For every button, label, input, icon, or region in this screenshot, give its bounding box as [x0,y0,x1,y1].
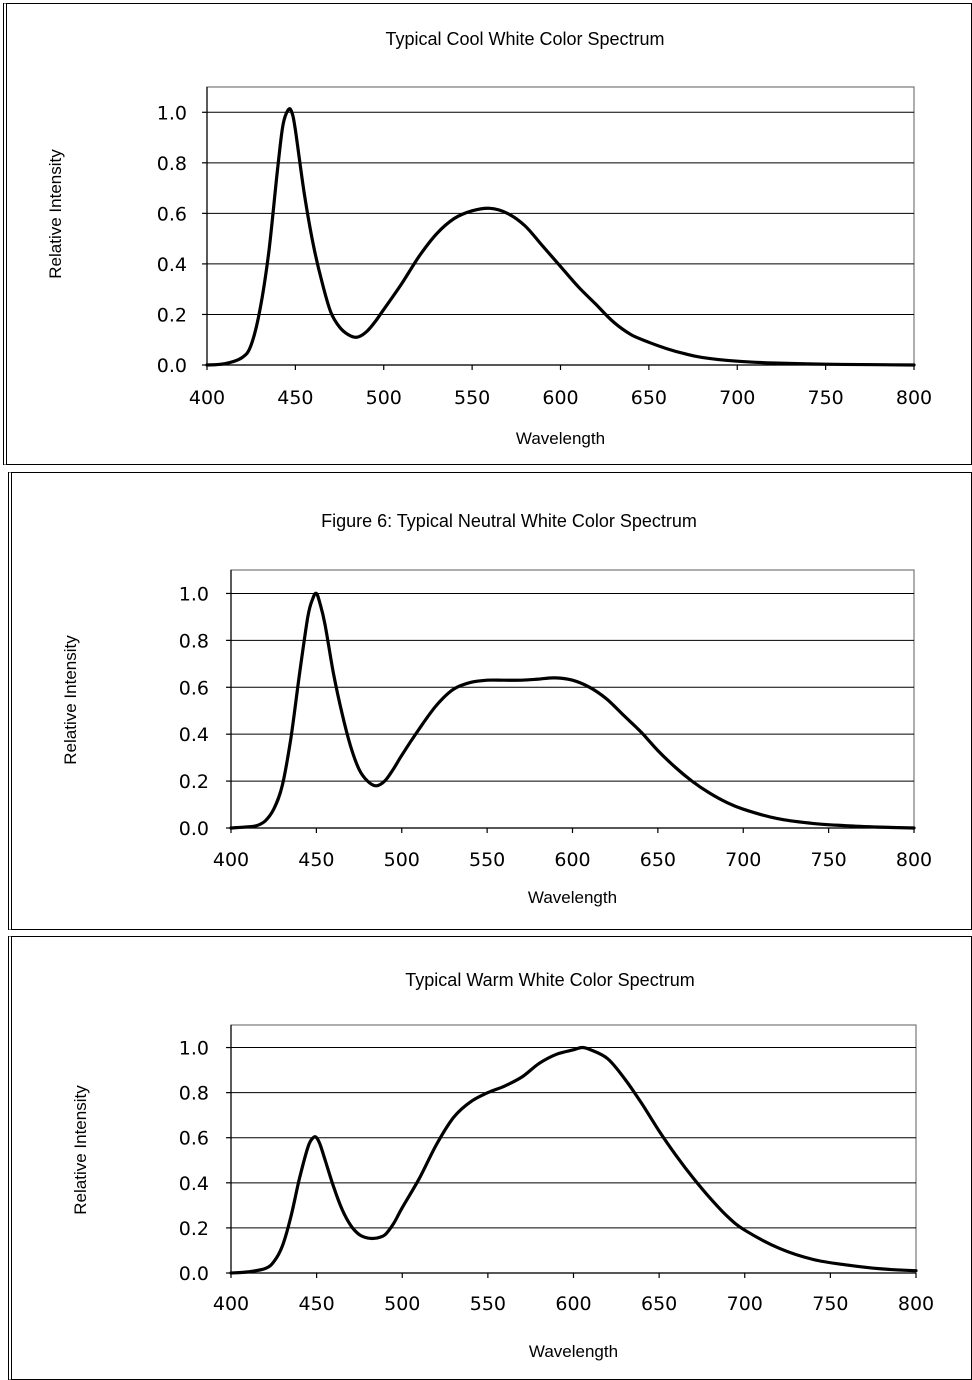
x-axis-label: Wavelength [529,1342,618,1361]
x-tick-label: 400 [213,849,249,871]
x-tick-label: 450 [277,387,313,409]
y-tick-label: 0.4 [179,724,209,746]
y-tick-label: 0.2 [179,771,209,793]
y-tick-label: 0.2 [157,304,187,326]
x-tick-label: 500 [384,1293,420,1315]
y-axis-label: Relative Intensity [71,1085,90,1215]
x-tick-label: 650 [641,1293,677,1315]
x-tick-label: 600 [542,387,578,409]
x-tick-label: 700 [719,387,755,409]
x-tick-label: 700 [725,849,761,871]
x-tick-label: 550 [469,849,505,871]
x-tick-label: 550 [470,1293,506,1315]
plot-area [230,569,915,829]
plot-area [206,86,915,366]
y-tick-label: 0.8 [179,1083,209,1105]
y-tick-label: 0.8 [157,153,187,175]
x-tick-label: 650 [631,387,667,409]
x-tick-label: 800 [896,387,932,409]
chart-panel-cool-white: Typical Cool White Color Spectrum 0.0 0.2 0… [3,3,972,465]
x-tick-label: 400 [213,1293,249,1315]
spectrum-line [229,1045,918,1275]
chart-neutral-white: Figure 6: Typical Neutral White Color Sp… [61,511,932,907]
chart-cool-white: Typical Cool White Color Spectrum 0.0 0.2 0… [46,29,932,448]
chart-warm-white: Typical Warm White Color Spectrum 0.0 0.2 0… [71,970,934,1361]
y-tick-label: 0.0 [157,355,187,377]
x-tick-label: 750 [810,849,846,871]
x-tick-label: 500 [384,849,420,871]
y-tick-label: 0.0 [179,818,209,840]
y-tick-label: 1.0 [157,102,187,124]
x-tick-label: 800 [896,849,932,871]
chart-title: Typical Cool White Color Spectrum [385,29,664,49]
x-tick-label: 400 [189,387,225,409]
x-tick-label: 450 [298,849,334,871]
y-tick-label: 0.8 [179,630,209,652]
chart-title: Figure 6: Typical Neutral White Color Sp… [321,511,697,531]
x-tick-label: 750 [807,387,843,409]
y-tick-label: 0.4 [157,254,187,276]
x-tick-label: 650 [640,849,676,871]
x-tick-label: 450 [298,1293,334,1315]
x-axis-label: Wavelength [528,888,617,907]
x-tick-label: 550 [454,387,490,409]
y-axis-label: Relative Intensity [46,149,65,279]
chart-panel-neutral-white: Figure 6: Typical Neutral White Color Sp… [8,472,972,930]
y-tick-label: 0.0 [179,1263,209,1285]
y-tick-label: 0.6 [179,1128,209,1150]
y-tick-label: 0.2 [179,1218,209,1240]
x-tick-label: 600 [555,1293,591,1315]
x-tick-label: 700 [727,1293,763,1315]
plot-area [230,1024,917,1274]
x-axis-label: Wavelength [516,429,605,448]
y-tick-label: 0.4 [179,1173,209,1195]
x-tick-label: 800 [898,1293,934,1315]
y-tick-label: 1.0 [179,583,209,605]
chart-title: Typical Warm White Color Spectrum [405,970,694,990]
y-axis-label: Relative Intensity [61,635,80,765]
spectrum-line [229,591,916,830]
y-tick-label: 0.6 [179,677,209,699]
x-tick-label: 600 [554,849,590,871]
spectrum-line [205,107,916,367]
y-tick-label: 0.6 [157,203,187,225]
x-tick-label: 750 [812,1293,848,1315]
x-tick-label: 500 [366,387,402,409]
chart-panel-warm-white: Typical Warm White Color Spectrum 0.0 0.2 0… [8,936,972,1380]
y-tick-label: 1.0 [179,1038,209,1060]
